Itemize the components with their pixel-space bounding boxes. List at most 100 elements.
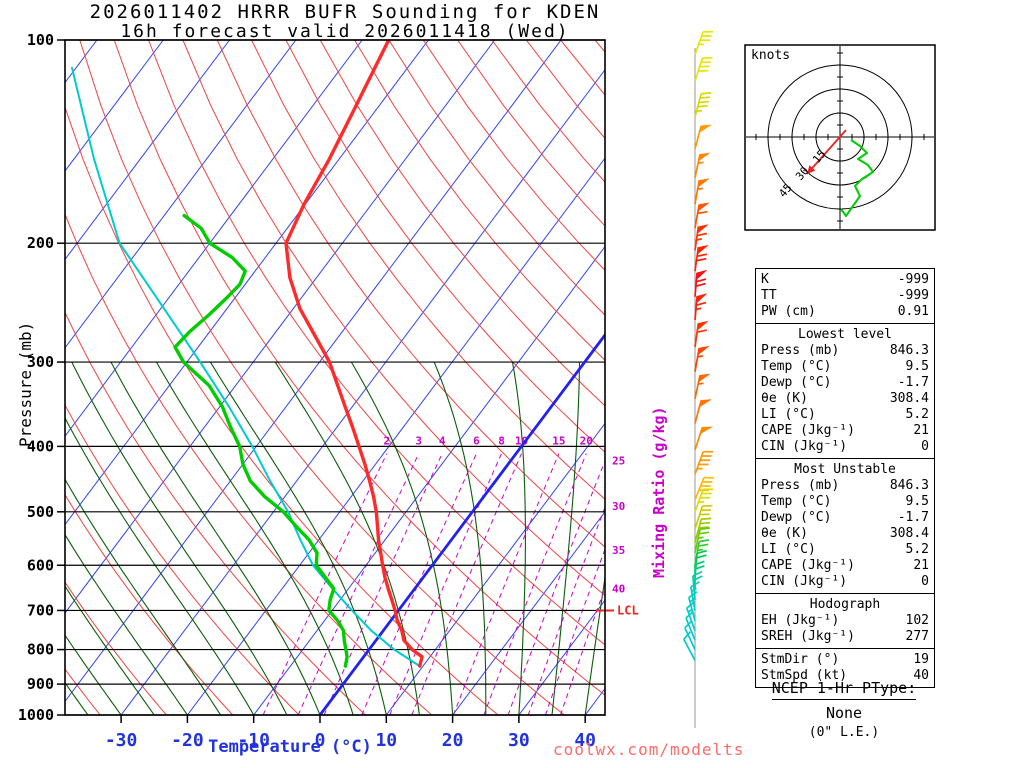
mixing-ratio-label: 3 (415, 435, 422, 448)
hodograph-trace (840, 139, 874, 217)
stat-label: EH (Jkg⁻¹) (761, 613, 840, 628)
stat-label: θe (K) (761, 526, 808, 541)
stat-label: K (761, 272, 769, 287)
stat-value: 0 (921, 574, 929, 589)
stat-value: 0.91 (897, 304, 929, 319)
watermark-link[interactable]: coolwx.com/modelts (553, 740, 745, 759)
stat-label: LI (°C) (761, 542, 816, 557)
mixing-ratio-axis-label: Mixing Ratio (g/kg) (650, 406, 668, 578)
stat-row: CAPE (Jkg⁻¹) 21 (761, 558, 929, 574)
wind-barb (694, 450, 714, 475)
stat-row: CIN (Jkg⁻¹) 0 (761, 574, 929, 590)
stat-value: 21 (913, 423, 929, 438)
parcel-trace (71, 66, 421, 668)
stat-value: 40 (913, 668, 929, 683)
pressure-axis-label: Pressure (mb) (16, 321, 35, 447)
stat-value: 5.2 (905, 542, 929, 557)
plot-frame (64, 39, 606, 716)
stat-value: 308.4 (889, 391, 929, 406)
wind-barb-column (682, 30, 715, 728)
stat-value: 19 (913, 652, 929, 667)
mixing-ratio-label: 2 (384, 435, 391, 448)
dry-adiabats (65, 40, 605, 715)
wind-barb (694, 224, 709, 251)
wind-barb (694, 293, 707, 321)
stat-label: Press (mb) (761, 343, 840, 358)
svg-text:LCL: LCL (617, 603, 639, 617)
wind-barb (694, 178, 710, 205)
stats-section-header: Most Unstable (794, 462, 896, 477)
ptype-value: None (825, 704, 863, 722)
stat-label: PW (cm) (761, 304, 816, 319)
stat-label: Press (mb) (761, 478, 840, 493)
mixing-ratio-label: 4 (439, 435, 446, 448)
dewpoint-trace (173, 213, 349, 668)
stat-row: LI (°C) 5.2 (761, 542, 929, 558)
lcl-marker: LCL (596, 603, 639, 617)
stat-label: CAPE (Jkg⁻¹) (761, 558, 855, 573)
wind-barb (694, 124, 712, 150)
temperature-ticks: -30 -20 -10 0 10 20 30 40 (105, 715, 596, 751)
pressure-tick-label: 1000 (18, 706, 54, 724)
wind-barb (682, 631, 696, 661)
stat-label: LI (°C) (761, 407, 816, 422)
temperature-axis-label: Temperature (°C) (208, 737, 372, 757)
stat-label: CIN (Jkg⁻¹) (761, 439, 848, 454)
wind-barb (694, 56, 713, 82)
chart-title-line2: 16h forecast valid 2026011418 (Wed) (120, 21, 570, 42)
temperature-tick-label: 0 (315, 730, 326, 751)
isotherms (65, 40, 605, 715)
wind-barb (694, 92, 712, 118)
stat-row: TT -999 (761, 288, 929, 304)
stat-value: 277 (905, 629, 929, 644)
stat-row: CAPE (Jkg⁻¹) 21 (761, 423, 929, 439)
temperature-tick-label: -20 (171, 730, 204, 751)
stats-section-header: Hodograph (809, 597, 881, 612)
mixing-ratio-label: 10 (515, 435, 528, 448)
wind-barb (694, 373, 711, 399)
ptype-note: (0" L.E.) (808, 725, 880, 740)
stat-row: Press (mb) 846.3 (761, 478, 929, 494)
stats-panel: K -999 TT -999 PW (cm) 0.91 Lowest level Press … (755, 268, 935, 688)
temperature-tick-label: 10 (375, 730, 397, 751)
stat-row: Dewp (°C) -1.7 (761, 510, 929, 526)
stat-row: Temp (°C) 9.5 (761, 359, 929, 375)
stat-value: 846.3 (889, 343, 929, 358)
skewt-background (65, 40, 605, 715)
temperature-trace (284, 40, 424, 668)
stat-value: 846.3 (889, 478, 929, 493)
stat-label: StmDir (°) (761, 652, 840, 667)
stat-value: -1.7 (897, 510, 929, 525)
mixing-ratio-label: 6 (473, 435, 480, 448)
stats-section: K -999 TT -999 PW (cm) 0.91 (756, 269, 934, 323)
mixing-ratio-lines (262, 453, 605, 715)
mixing-ratio-label: 20 (580, 435, 593, 448)
mixing-ratio-label: 35 (612, 544, 625, 557)
stat-row: θe (K) 308.4 (761, 526, 929, 542)
stat-value: -999 (897, 288, 929, 303)
stats-section: Most Unstable Press (mb) 846.3 Temp (°C) 9.5… (756, 458, 934, 593)
stat-label: StmSpd (kt) (761, 668, 848, 683)
wind-barb (694, 320, 709, 348)
ptype-block: NCEP 1-Hr PType: None (0" L.E.) (753, 678, 935, 740)
stat-value: 308.4 (889, 526, 929, 541)
wind-barb (694, 476, 715, 501)
stat-row: θe (K) 308.4 (761, 391, 929, 407)
stat-label: θe (K) (761, 391, 808, 406)
wind-barb (694, 426, 713, 451)
mixing-ratio-label: 15 (552, 435, 565, 448)
stat-value: 9.5 (905, 359, 929, 374)
stat-value: 9.5 (905, 494, 929, 509)
pressure-tick-label: 600 (27, 556, 54, 574)
wind-barb (694, 504, 713, 530)
pressure-gridlines: 100 200 300 400 500 600 700 800 900 1000 (18, 31, 605, 724)
pressure-tick-label: 300 (27, 353, 54, 371)
stat-label: Temp (°C) (761, 494, 832, 509)
mixing-ratio-label: 25 (612, 455, 625, 468)
pressure-tick-label: 800 (27, 641, 54, 659)
pressure-tick-label: 700 (27, 601, 54, 619)
pressure-tick-label: 100 (27, 31, 54, 49)
